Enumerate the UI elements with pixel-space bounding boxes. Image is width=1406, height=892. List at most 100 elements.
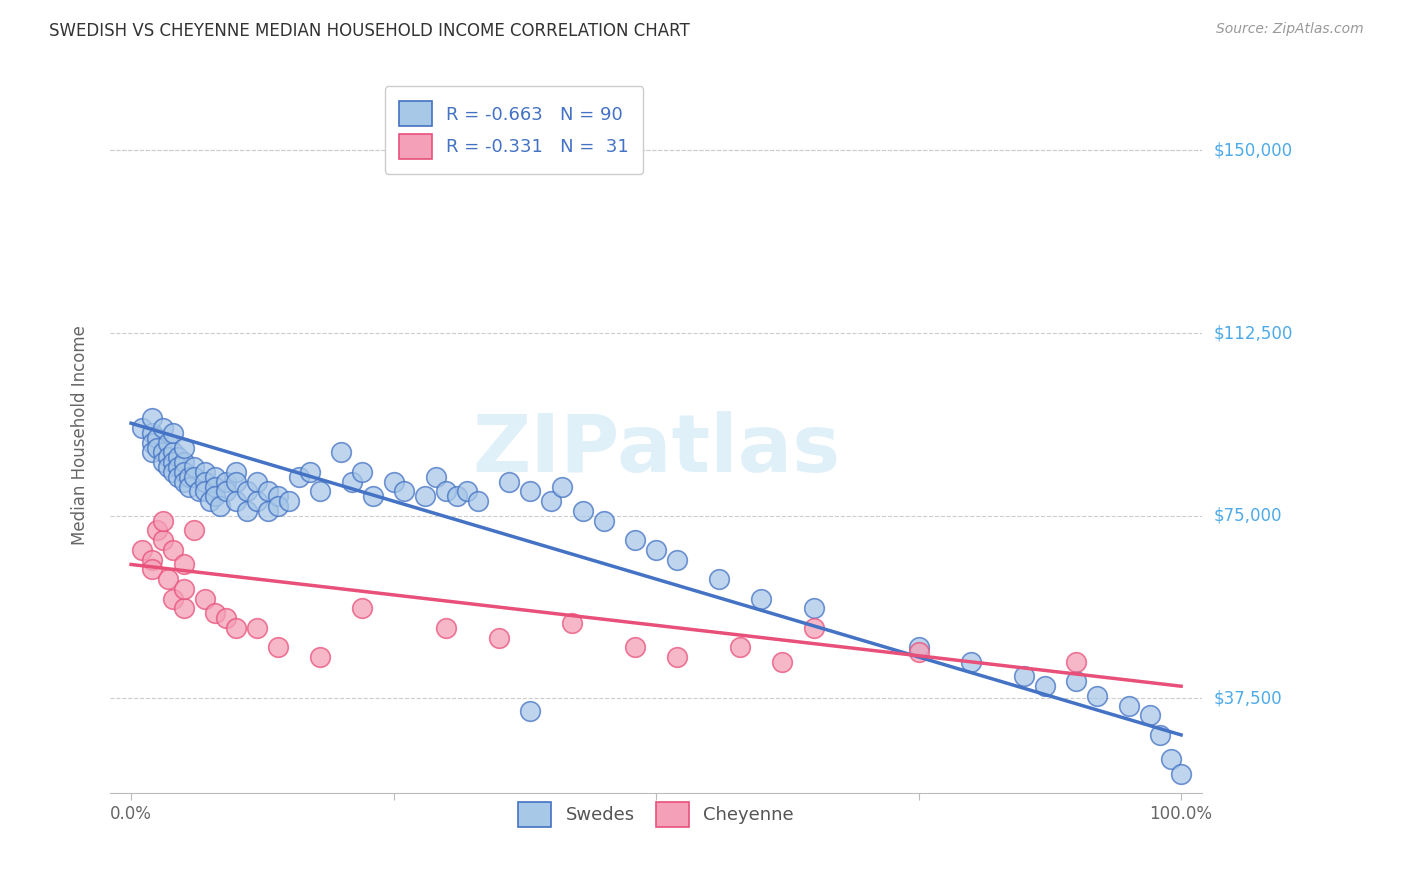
Point — [624, 640, 647, 655]
Point — [907, 640, 929, 655]
Point — [173, 455, 195, 469]
Point — [434, 484, 457, 499]
Point — [214, 611, 236, 625]
Point — [330, 445, 353, 459]
Point — [204, 479, 226, 493]
Point — [446, 489, 468, 503]
Point — [156, 460, 179, 475]
Point — [246, 475, 269, 489]
Text: SWEDISH VS CHEYENNE MEDIAN HOUSEHOLD INCOME CORRELATION CHART: SWEDISH VS CHEYENNE MEDIAN HOUSEHOLD INC… — [49, 22, 690, 40]
Point — [1064, 655, 1087, 669]
Point — [645, 542, 668, 557]
Point — [267, 640, 290, 655]
Point — [309, 484, 332, 499]
Point — [749, 591, 772, 606]
Point — [183, 460, 205, 475]
Legend: Swedes, Cheyenne: Swedes, Cheyenne — [512, 795, 801, 834]
Point — [146, 431, 169, 445]
Text: Source: ZipAtlas.com: Source: ZipAtlas.com — [1216, 22, 1364, 37]
Text: $150,000: $150,000 — [1213, 142, 1292, 160]
Point — [173, 558, 195, 572]
Point — [209, 499, 232, 513]
Point — [156, 572, 179, 586]
Point — [309, 650, 332, 665]
Point — [666, 650, 689, 665]
Point — [498, 475, 520, 489]
Point — [167, 450, 190, 465]
Point — [434, 621, 457, 635]
Point — [214, 475, 236, 489]
Point — [267, 499, 290, 513]
Text: $75,000: $75,000 — [1213, 507, 1282, 524]
Point — [162, 465, 184, 479]
Point — [561, 615, 583, 630]
Point — [352, 465, 374, 479]
Point — [194, 475, 217, 489]
Point — [519, 484, 541, 499]
Point — [141, 562, 163, 576]
Point — [392, 484, 415, 499]
Point — [707, 572, 730, 586]
Point — [162, 425, 184, 440]
Point — [152, 445, 174, 459]
Point — [162, 591, 184, 606]
Point — [288, 470, 311, 484]
Point — [152, 514, 174, 528]
Point — [156, 435, 179, 450]
Point — [1170, 767, 1192, 781]
Point — [141, 552, 163, 566]
Point — [225, 465, 247, 479]
Point — [488, 631, 510, 645]
Point — [960, 655, 983, 669]
Point — [204, 470, 226, 484]
Point — [141, 411, 163, 425]
Point — [225, 621, 247, 635]
Point — [352, 601, 374, 615]
Point — [728, 640, 751, 655]
Point — [1160, 752, 1182, 766]
Point — [803, 621, 825, 635]
Point — [152, 533, 174, 547]
Point — [173, 601, 195, 615]
Point — [425, 470, 447, 484]
Point — [162, 455, 184, 469]
Point — [267, 489, 290, 503]
Point — [1149, 728, 1171, 742]
Point — [456, 484, 478, 499]
Y-axis label: Median Household Income: Median Household Income — [72, 326, 89, 545]
Point — [256, 504, 278, 518]
Point — [183, 524, 205, 538]
Point — [1033, 679, 1056, 693]
Point — [173, 582, 195, 596]
Point — [225, 494, 247, 508]
Point — [156, 450, 179, 465]
Point — [1118, 698, 1140, 713]
Point — [173, 441, 195, 455]
Point — [550, 479, 572, 493]
Point — [340, 475, 363, 489]
Point — [624, 533, 647, 547]
Point — [198, 494, 221, 508]
Point — [540, 494, 562, 508]
Point — [204, 606, 226, 620]
Point — [519, 704, 541, 718]
Point — [141, 435, 163, 450]
Point — [194, 484, 217, 499]
Point — [162, 542, 184, 557]
Point — [225, 475, 247, 489]
Point — [298, 465, 321, 479]
Point — [256, 484, 278, 499]
Point — [1139, 708, 1161, 723]
Point — [152, 421, 174, 435]
Point — [1064, 674, 1087, 689]
Point — [246, 494, 269, 508]
Point — [177, 479, 200, 493]
Point — [277, 494, 299, 508]
Point — [413, 489, 436, 503]
Point — [235, 484, 257, 499]
Point — [162, 445, 184, 459]
Point — [167, 470, 190, 484]
Point — [194, 591, 217, 606]
Point — [194, 465, 217, 479]
Point — [141, 425, 163, 440]
